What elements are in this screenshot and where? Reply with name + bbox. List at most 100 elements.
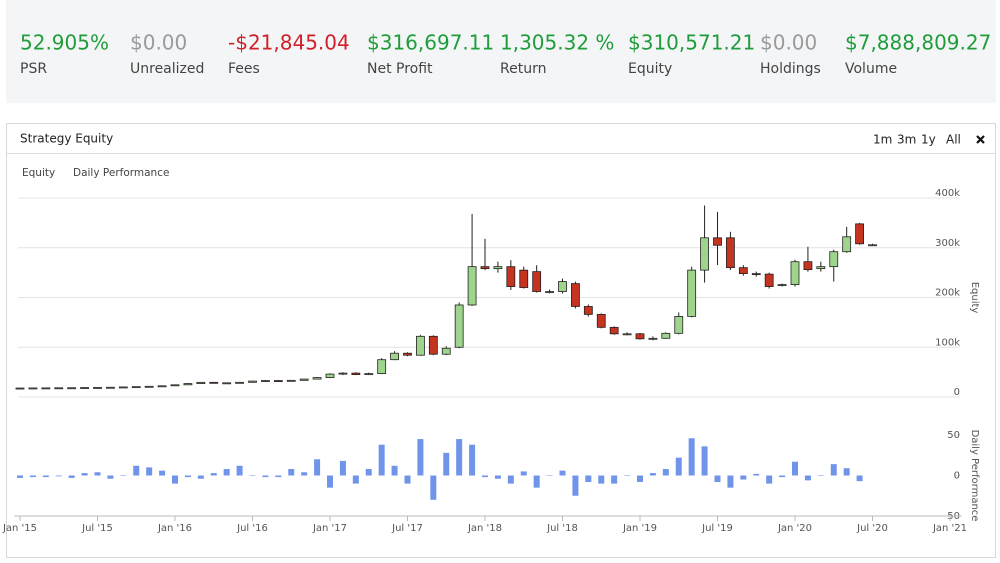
candle-body [196, 381, 206, 384]
bar [275, 475, 282, 478]
x-tick-label: Jul '18 [546, 523, 578, 534]
bar [223, 469, 230, 476]
candle-body [726, 237, 735, 269]
candle-body [764, 273, 774, 287]
candle-body [338, 372, 348, 375]
x-tick-label: Jan '16 [157, 523, 192, 534]
bar [17, 475, 23, 478]
candle-body [751, 273, 761, 276]
candle-body [816, 266, 826, 270]
candle-body [261, 380, 270, 382]
candle-body [648, 337, 658, 340]
candle-body [842, 236, 852, 253]
candle-body [312, 377, 322, 380]
candle-body [661, 332, 671, 339]
candle-body [273, 380, 283, 382]
candle-body [54, 387, 64, 390]
bar [404, 475, 411, 484]
bar [301, 472, 308, 476]
candle-body [170, 384, 180, 387]
bar [624, 475, 631, 476]
close-icon[interactable] [976, 135, 985, 144]
bar [107, 475, 114, 479]
stat-value: $316,697.11 [367, 31, 494, 55]
candle-body [700, 237, 709, 271]
stat-label: PSR [20, 61, 47, 77]
bar [637, 475, 643, 482]
stat-value: $0.00 [130, 31, 187, 55]
candle-body [80, 387, 89, 389]
bar [146, 467, 153, 476]
candle-body [93, 386, 102, 389]
bar [843, 468, 850, 476]
x-tick-label: Jul '15 [81, 523, 113, 534]
bar [236, 465, 243, 476]
candle-body [157, 385, 167, 388]
x-tick-label: Jan '19 [622, 523, 657, 534]
candle-body [390, 352, 399, 361]
range-button[interactable]: All [946, 133, 961, 147]
candle-body [532, 271, 542, 292]
candle-body [416, 335, 425, 356]
stat-label: Holdings [760, 61, 821, 77]
bar [753, 473, 760, 476]
candle-body [364, 373, 374, 376]
bar [184, 475, 191, 478]
bar [29, 475, 36, 478]
candle-body [67, 387, 77, 390]
stat-label: Unrealized [130, 61, 204, 77]
y-tick-label: 300k [935, 238, 960, 249]
bar [830, 464, 837, 476]
candle-body [41, 387, 51, 390]
range-button[interactable]: 1m [873, 133, 892, 147]
bar [120, 475, 127, 476]
stat-label: Fees [228, 61, 260, 77]
candle-body [106, 386, 115, 389]
bar [572, 475, 579, 496]
candle-body [325, 373, 335, 378]
x-tick-label: Jan '15 [2, 523, 37, 534]
range-button[interactable]: 3m [897, 133, 916, 147]
x-tick-label: Jul '16 [236, 523, 268, 534]
y-axis-title: Equity [969, 282, 980, 314]
bar [456, 439, 463, 476]
candle-body [351, 372, 361, 376]
bar [714, 475, 721, 482]
candle-body [403, 352, 412, 356]
y-tick-label: 100k [935, 337, 960, 348]
stats-panel [6, 0, 996, 103]
candle-body [738, 267, 748, 275]
candle-body [454, 304, 464, 348]
bar [443, 452, 450, 476]
bar [740, 475, 747, 480]
bar [856, 475, 863, 482]
x-tick-label: Jan '18 [467, 523, 502, 534]
bar [249, 475, 256, 476]
candle-body [28, 387, 38, 390]
bar [662, 469, 669, 476]
bar [727, 475, 734, 488]
candle-body [674, 316, 684, 334]
bar [339, 460, 346, 476]
bar [520, 471, 527, 476]
bar [94, 472, 101, 476]
candle-body [829, 251, 839, 268]
candle-body [635, 333, 645, 340]
x-tick-label: Jan '21 [932, 523, 967, 534]
bar [649, 473, 656, 476]
bar [507, 475, 514, 484]
range-button[interactable]: 1y [921, 133, 936, 147]
bar [391, 465, 398, 476]
tab[interactable]: Equity [22, 167, 55, 179]
candle-body [713, 237, 722, 246]
candle-body [687, 269, 697, 317]
candle-body [299, 378, 309, 381]
tab[interactable]: Daily Performance [73, 167, 169, 179]
x-tick-label: Jul '17 [391, 523, 423, 534]
bar [494, 475, 501, 479]
bar [469, 444, 476, 476]
bar [817, 475, 824, 476]
bar [611, 475, 618, 484]
bar [533, 475, 540, 488]
